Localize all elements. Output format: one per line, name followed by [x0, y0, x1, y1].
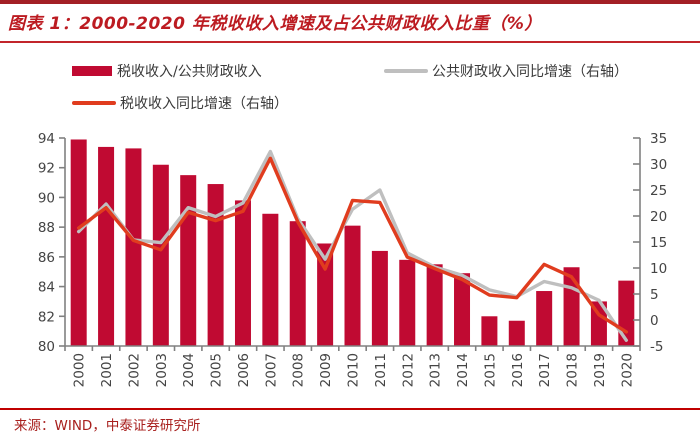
bar-2002	[125, 148, 142, 346]
right-axis-tick-label: 15	[650, 235, 667, 251]
chart-title: 图表 1：2000-2020 年税收收入增速及占公共财政收入比重（%）	[8, 14, 542, 34]
x-axis-year-label: 2005	[209, 353, 225, 387]
right-axis-tick-label: 25	[650, 183, 667, 199]
left-axis-tick-label: 80	[38, 339, 55, 355]
x-axis-year-label: 2014	[455, 353, 471, 387]
fiscal-growth-line	[76, 149, 629, 342]
bar-2019	[590, 301, 607, 346]
bar-2012	[399, 259, 416, 346]
bar-2008	[289, 221, 306, 346]
bar-2009	[317, 243, 334, 346]
x-axis-year-label: 2007	[263, 353, 279, 387]
legend-item-tax-share: 税收收入/公共财政收入	[72, 62, 262, 80]
legend-item-fiscal-growth: 公共财政收入同比增速（右轴）	[384, 62, 628, 80]
x-axis-year-label: 2013	[428, 353, 444, 387]
top-accent-bar	[0, 0, 700, 4]
bar-2020	[618, 280, 635, 346]
gray-line-swatch-icon	[384, 69, 428, 73]
bar-2015	[481, 316, 498, 346]
x-axis-year-label: 2001	[99, 353, 115, 387]
right-axis-tick-label: 5	[650, 287, 659, 303]
bar-2005	[207, 184, 224, 346]
legend-label: 税收收入同比增速（右轴）	[120, 96, 288, 112]
x-axis-year-label: 2004	[181, 353, 197, 387]
footer-divider	[0, 408, 700, 410]
bar-2001	[98, 146, 115, 346]
x-axis-year-label: 2010	[346, 353, 362, 387]
right-axis-tick-label: 0	[650, 313, 659, 329]
x-axis-year-label: 2002	[126, 353, 142, 387]
x-axis-year-label: 2017	[537, 353, 553, 387]
bar-2014	[454, 273, 471, 346]
bar-2007	[262, 213, 279, 346]
legend-label: 税收收入/公共财政收入	[117, 64, 262, 80]
x-axis-year-label: 2006	[236, 353, 252, 387]
bar-2000	[70, 139, 87, 346]
bar-2004	[180, 175, 197, 346]
left-axis-tick-label: 88	[38, 220, 55, 236]
right-axis-tick-label: 35	[650, 131, 667, 147]
x-axis-year-label: 2009	[318, 353, 334, 387]
title-divider	[0, 41, 700, 43]
x-axis-year-label: 2015	[482, 353, 498, 387]
x-axis-year-label: 2016	[510, 353, 526, 387]
bar-2016	[508, 320, 525, 346]
right-axis-tick-label: 30	[650, 157, 667, 173]
bar-2011	[371, 250, 388, 346]
x-axis-year-label: 2008	[291, 353, 307, 387]
x-axis-year-label: 2018	[565, 353, 581, 387]
right-axis-tick-label: -5	[650, 339, 663, 355]
bar-2003	[152, 164, 169, 346]
left-axis-tick-label: 82	[38, 309, 55, 325]
legend-item-tax-growth: 税收收入同比增速（右轴）	[72, 94, 288, 112]
x-axis-year-label: 2019	[592, 353, 608, 387]
tax-growth-line	[76, 156, 629, 334]
bar-2006	[234, 200, 251, 346]
x-axis-year-label: 2012	[400, 353, 416, 387]
left-axis-tick-label: 86	[38, 250, 55, 266]
right-axis-tick-label: 10	[650, 261, 667, 277]
red-line-swatch-icon	[72, 101, 116, 105]
legend-label: 公共财政收入同比增速（右轴）	[432, 64, 628, 80]
source-note: 来源：WIND，中泰证券研究所	[14, 418, 201, 434]
left-axis-tick-label: 92	[38, 161, 55, 177]
bar-2010	[344, 225, 361, 346]
bar-swatch-icon	[72, 66, 112, 76]
bar-2017	[536, 291, 553, 346]
bar-2013	[426, 264, 443, 346]
left-axis-tick-label: 90	[38, 190, 55, 206]
x-axis-year-label: 2011	[373, 353, 389, 387]
x-axis-year-label: 2000	[72, 353, 88, 387]
left-axis-tick-label: 84	[38, 280, 55, 296]
x-axis-year-label: 2003	[154, 353, 170, 387]
right-axis-tick-label: 20	[650, 209, 667, 225]
left-axis-tick-label: 94	[38, 131, 55, 147]
x-axis-year-label: 2020	[619, 353, 635, 387]
